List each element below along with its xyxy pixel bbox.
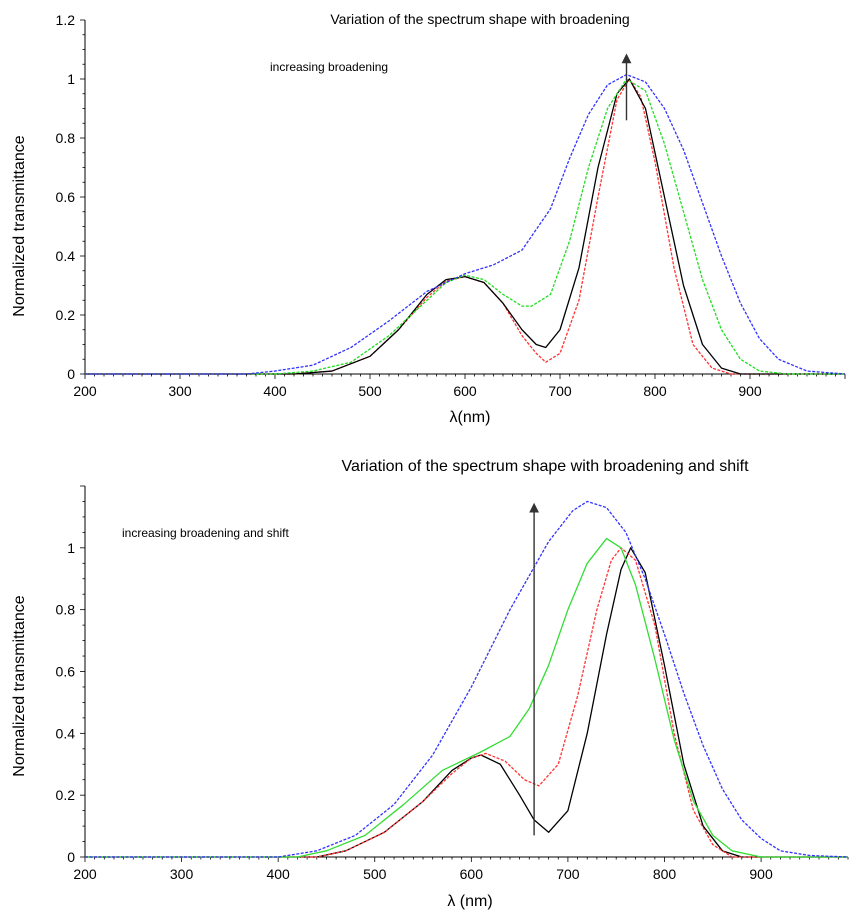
y-tick-label: 0.2 (56, 307, 76, 323)
x-tick-label: 400 (266, 866, 290, 882)
y-tick-label: 0.8 (56, 130, 76, 146)
x-tick-label: 200 (73, 866, 97, 882)
x-tick-label: 900 (738, 383, 762, 399)
x-tick-label: 500 (358, 383, 382, 399)
series-group (85, 500, 849, 858)
y-tick-label: 0.4 (56, 725, 76, 741)
series-line-2 (85, 78, 845, 375)
x-tick-label: 400 (263, 383, 287, 399)
x-tick-label: 700 (556, 866, 580, 882)
x-tick-label: 900 (749, 866, 773, 882)
chart-title: Variation of the spectrum shape with bro… (330, 11, 629, 27)
y-tick-label: 0.4 (56, 248, 76, 264)
chart-annotation: increasing broadening and shift (122, 526, 289, 540)
series-line-4 (85, 73, 846, 375)
x-tick-label: 500 (363, 866, 387, 882)
y-tick-label: 1.2 (56, 12, 76, 28)
y-axis-label: Normalized transmittance (11, 595, 28, 777)
chart-broadening: Variation of the spectrum shape with bro… (11, 11, 846, 426)
series-group (85, 53, 846, 375)
chart-title: Variation of the spectrum shape with bro… (341, 458, 749, 475)
x-tick-label: 300 (168, 383, 192, 399)
series-line-1 (85, 547, 848, 858)
x-tick-label: 300 (170, 866, 194, 882)
y-tick-label: 0.8 (56, 602, 76, 618)
series-line-4 (85, 500, 849, 858)
x-tick-label: 800 (653, 866, 677, 882)
x-tick-label: 600 (460, 866, 484, 882)
series-line-3 (85, 537, 848, 858)
y-tick-label: 0.2 (56, 787, 76, 803)
chart-annotation: increasing broadening (270, 60, 388, 74)
chart-broadening-shift: Variation of the spectrum shape with bro… (11, 458, 849, 910)
y-tick-label: 0.6 (56, 189, 76, 205)
y-tick-label: 0.6 (56, 664, 76, 680)
x-axis-label: λ (nm) (447, 893, 492, 910)
x-axis-label: λ(nm) (450, 409, 491, 426)
x-tick-label: 700 (548, 383, 572, 399)
axes: 200 300 400 500 600 700 800 900 0 0.2 0.4 0.6 0.8 1 (56, 485, 849, 882)
series-line-2 (85, 547, 848, 858)
y-axis-label: Normalized transmittance (11, 135, 28, 317)
axes: 200 300 400 500 600 700 800 900 0 0.2 0.4 0.6 0.8 1 1.… (56, 12, 846, 399)
x-tick-label: 800 (643, 383, 667, 399)
series-line-1 (85, 78, 845, 375)
x-tick-label: 200 (73, 383, 97, 399)
y-tick-label: 1 (67, 71, 75, 87)
y-tick-label: 1 (67, 540, 75, 556)
y-tick-label: 0 (67, 366, 75, 382)
x-tick-label: 600 (453, 383, 477, 399)
y-tick-label: 0 (67, 849, 75, 865)
series-line-3 (85, 78, 845, 375)
